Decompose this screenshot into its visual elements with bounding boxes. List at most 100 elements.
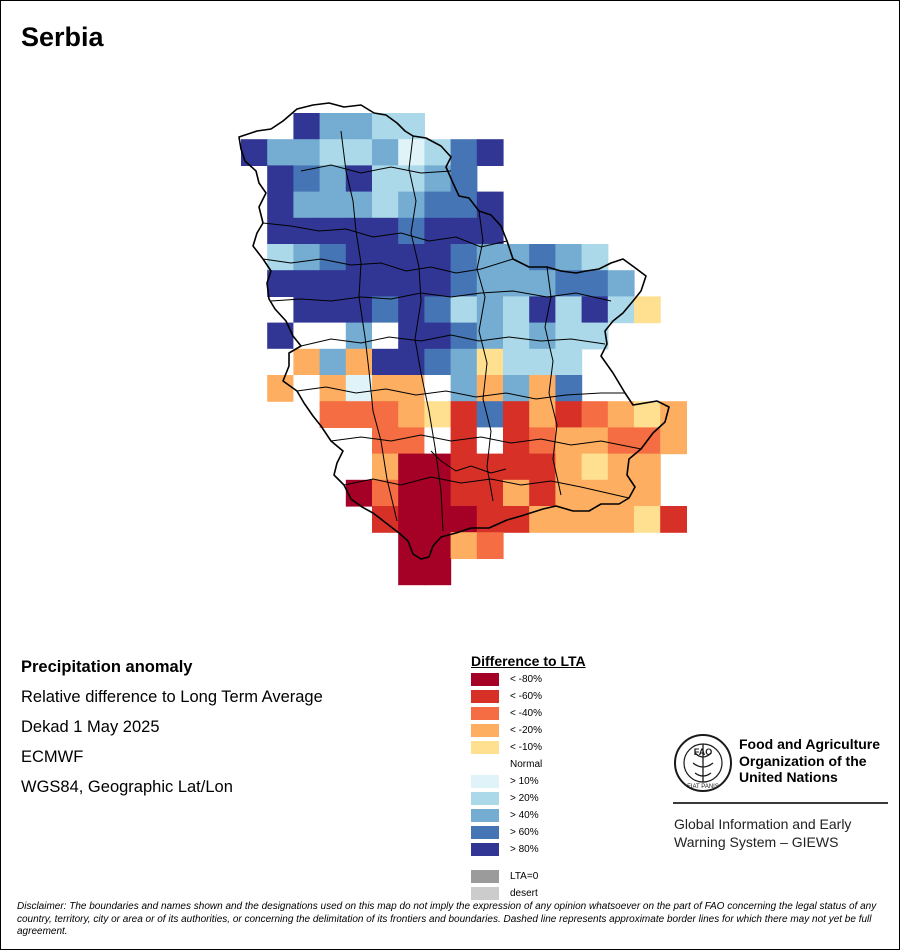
anomaly-cell (450, 139, 478, 166)
legend-label: > 10% (510, 776, 539, 787)
anomaly-cell (398, 506, 425, 533)
anomaly-cell (476, 348, 504, 376)
anomaly-cell (503, 375, 530, 402)
anomaly-cell (634, 296, 661, 324)
anomaly-cell (319, 165, 347, 193)
internal-border (270, 290, 612, 302)
anomaly-cell (450, 191, 478, 219)
legend-label: < -60% (510, 691, 542, 702)
anomaly-cell (634, 506, 661, 533)
anomaly-cell (345, 191, 373, 219)
data-source: ECMWF (21, 748, 84, 766)
anomaly-cell (372, 191, 399, 219)
anomaly-cell (398, 191, 425, 219)
anomaly-cell (503, 322, 530, 350)
anomaly-cell (372, 479, 399, 507)
anomaly-cell (372, 139, 399, 166)
internal-border (262, 258, 514, 274)
anomaly-cell (424, 270, 452, 297)
anomaly-cell (398, 375, 425, 402)
internal-border (408, 135, 444, 532)
anomaly-cell (581, 427, 609, 455)
anomaly-cell (634, 453, 661, 481)
legend-label: < -10% (510, 742, 542, 753)
border-outlines (238, 102, 670, 560)
legend-label: < -40% (510, 708, 542, 719)
anomaly-cell (581, 270, 609, 297)
legend-swatch (471, 741, 499, 754)
fao-logo-icon: FAO FIAT PANIS (674, 734, 732, 792)
anomaly-cell (581, 401, 609, 428)
anomaly-cell (555, 270, 583, 297)
anomaly-cell (424, 558, 452, 586)
anomaly-cell (503, 348, 530, 376)
anomaly-cell (529, 296, 556, 324)
anomaly-cell (634, 401, 661, 428)
anomaly-cell (293, 113, 321, 140)
legend-swatch (471, 887, 499, 900)
anomaly-cell (319, 113, 347, 140)
anomaly-cell (267, 322, 294, 350)
anomaly-cell (555, 453, 583, 481)
anomaly-cell (345, 322, 373, 350)
organization-name: Food and Agriculture Organization of the… (739, 736, 881, 785)
anomaly-cell (450, 244, 478, 271)
anomaly-cell (372, 217, 399, 245)
legend-label: > 40% (510, 810, 539, 821)
anomaly-cell (319, 322, 347, 350)
legend-swatch (471, 792, 499, 805)
anomaly-cell (450, 401, 478, 428)
anomaly-cell (293, 296, 321, 324)
anomaly-cell (267, 270, 294, 297)
anomaly-cell (398, 401, 425, 428)
anomaly-cell (503, 296, 530, 324)
legend-swatch (471, 870, 499, 883)
anomaly-cell (424, 427, 452, 455)
anomaly-cell (555, 375, 583, 402)
anomaly-cell (555, 401, 583, 428)
anomaly-cell (372, 113, 399, 140)
legend-label: LTA=0 (510, 871, 539, 882)
internal-border (262, 222, 508, 248)
anomaly-cell (424, 296, 452, 324)
anomaly-cell (581, 322, 609, 350)
anomaly-cell (293, 244, 321, 271)
anomaly-cell (424, 191, 452, 219)
internal-border (343, 476, 630, 499)
anomaly-cell (607, 270, 635, 297)
anomaly-cell (319, 217, 347, 245)
legend-swatch (471, 758, 499, 771)
anomaly-cell (450, 348, 478, 376)
anomaly-cell (345, 139, 373, 166)
anomaly-grid (241, 113, 687, 586)
anomaly-cell (450, 532, 478, 559)
disclaimer: Disclaimer: The boundaries and names sho… (17, 901, 877, 937)
anomaly-cell (450, 479, 478, 507)
anomaly-cell (345, 113, 373, 140)
anomaly-cell (555, 427, 583, 455)
anomaly-cell (581, 296, 609, 324)
anomaly-cell (345, 479, 373, 507)
anomaly-cell (581, 479, 609, 507)
internal-border (296, 386, 625, 400)
anomaly-cell (267, 217, 294, 245)
anomaly-cell (476, 401, 504, 428)
anomaly-cell (529, 322, 556, 350)
anomaly-cell (529, 453, 556, 481)
anomaly-cell (319, 270, 347, 297)
anomaly-cell (398, 558, 425, 586)
anomaly-cell (450, 375, 478, 402)
anomaly-cell (293, 348, 321, 376)
legend-swatch (471, 707, 499, 720)
legend-label: Normal (510, 759, 543, 770)
anomaly-cell (424, 348, 452, 376)
anomaly-cell (424, 375, 452, 402)
anomaly-cell (503, 244, 530, 271)
anomaly-cell (424, 401, 452, 428)
anomaly-cell (555, 296, 583, 324)
anomaly-cell (529, 506, 556, 533)
anomaly-cell (372, 348, 399, 376)
internal-border (300, 164, 452, 174)
anomaly-cell (424, 532, 452, 559)
